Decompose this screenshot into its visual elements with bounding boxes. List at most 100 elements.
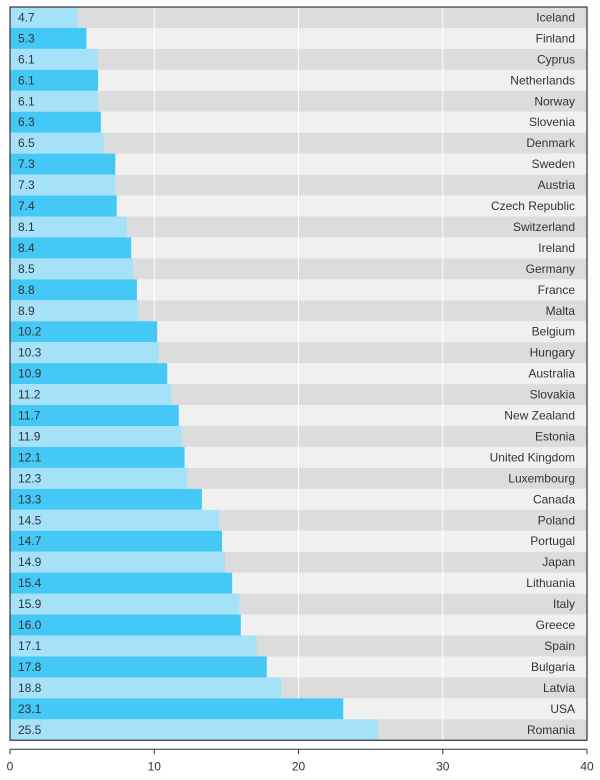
bar-value-label: 8.8 bbox=[18, 283, 35, 297]
bar bbox=[10, 363, 168, 385]
category-label: USA bbox=[550, 702, 575, 716]
bar bbox=[10, 446, 185, 468]
category-label: Sweden bbox=[532, 157, 575, 171]
bar bbox=[10, 321, 158, 343]
category-label: Malta bbox=[546, 304, 576, 318]
category-label: Denmark bbox=[526, 136, 576, 150]
x-tick-label: 10 bbox=[148, 759, 162, 773]
bar bbox=[10, 174, 116, 196]
bar-value-label: 7.3 bbox=[18, 178, 35, 192]
bar-value-label: 18.8 bbox=[18, 681, 42, 695]
category-label: Slovakia bbox=[530, 388, 576, 402]
category-label: Spain bbox=[544, 639, 575, 653]
bar bbox=[10, 69, 98, 91]
category-label: Bulgaria bbox=[531, 660, 575, 674]
bar-value-label: 7.3 bbox=[18, 157, 35, 171]
bar-value-label: 10.3 bbox=[18, 346, 42, 360]
bar bbox=[10, 237, 132, 259]
category-label: Iceland bbox=[536, 10, 575, 24]
category-label: Czech Republic bbox=[491, 199, 575, 213]
category-label: Poland bbox=[538, 513, 575, 527]
bar bbox=[10, 48, 98, 70]
bar bbox=[10, 488, 202, 510]
bar-value-label: 17.8 bbox=[18, 660, 42, 674]
bar-value-label: 11.9 bbox=[18, 429, 41, 443]
category-label: Canada bbox=[533, 492, 575, 506]
labels: 4.7 Iceland 5.3 Finland 6.1 Cyprus 6.1 Netherla… bbox=[18, 10, 576, 736]
bar-value-label: 17.1 bbox=[18, 639, 42, 653]
bar-value-label: 15.9 bbox=[18, 597, 42, 611]
bar-value-label: 6.3 bbox=[18, 115, 35, 129]
bar-value-label: 4.7 bbox=[18, 10, 35, 24]
category-label: Lithuania bbox=[526, 576, 575, 590]
bar-value-label: 14.5 bbox=[18, 513, 42, 527]
bar-value-label: 10.2 bbox=[18, 325, 42, 339]
bar bbox=[10, 572, 233, 594]
bar bbox=[10, 635, 257, 657]
bar-value-label: 8.1 bbox=[18, 220, 35, 234]
bar bbox=[10, 426, 182, 447]
category-label: Romania bbox=[527, 723, 575, 737]
bar bbox=[10, 195, 117, 217]
category-label: Italy bbox=[553, 597, 575, 611]
bar-value-label: 13.3 bbox=[18, 492, 42, 506]
category-label: Portugal bbox=[530, 534, 575, 548]
bar bbox=[10, 509, 220, 531]
category-label: Finland bbox=[536, 31, 575, 45]
category-label: France bbox=[538, 283, 576, 297]
category-label: Slovenia bbox=[529, 115, 575, 129]
bar bbox=[10, 111, 101, 133]
category-label: Luxembourg bbox=[508, 471, 575, 485]
bar bbox=[10, 405, 179, 426]
bar-value-label: 8.9 bbox=[18, 304, 35, 318]
bar bbox=[10, 132, 104, 154]
category-label: Estonia bbox=[535, 429, 575, 443]
x-tick-label: 40 bbox=[580, 759, 594, 773]
bar-value-label: 12.3 bbox=[18, 471, 42, 485]
bar-value-label: 6.1 bbox=[18, 73, 35, 87]
category-label: Switzerland bbox=[513, 220, 575, 234]
bar-value-label: 14.7 bbox=[18, 534, 42, 548]
bar bbox=[10, 530, 223, 552]
bar-value-label: 15.4 bbox=[18, 576, 42, 590]
category-label: Belgium bbox=[532, 325, 575, 339]
bar-value-label: 25.5 bbox=[18, 723, 42, 737]
bar bbox=[10, 153, 116, 175]
x-tick-label: 0 bbox=[7, 759, 14, 773]
category-label: Australia bbox=[528, 367, 575, 381]
bar bbox=[10, 279, 137, 301]
bar-value-label: 7.4 bbox=[18, 199, 35, 213]
category-label: Norway bbox=[534, 94, 575, 108]
bar bbox=[10, 342, 159, 364]
bar-value-label: 23.1 bbox=[18, 702, 42, 716]
category-label: Netherlands bbox=[510, 73, 575, 87]
bar bbox=[10, 551, 225, 573]
bar bbox=[10, 258, 133, 280]
x-tick-label: 20 bbox=[292, 759, 306, 773]
bar bbox=[10, 216, 127, 238]
bar bbox=[10, 656, 267, 678]
bar bbox=[10, 719, 378, 741]
bar bbox=[10, 467, 188, 489]
bar-value-label: 8.5 bbox=[18, 262, 35, 276]
category-label: Cyprus bbox=[537, 52, 575, 66]
bar-value-label: 14.9 bbox=[18, 555, 42, 569]
bar bbox=[10, 90, 98, 112]
bar-value-label: 11.7 bbox=[18, 409, 41, 423]
bar-value-label: 6.1 bbox=[18, 94, 35, 108]
category-label: Latvia bbox=[543, 681, 575, 695]
category-label: Greece bbox=[536, 618, 576, 632]
bar bbox=[10, 677, 282, 699]
category-label: United Kingdom bbox=[490, 450, 575, 464]
x-tick-label: 30 bbox=[436, 759, 450, 773]
bar bbox=[10, 593, 240, 615]
bar bbox=[10, 614, 241, 636]
plot-frame bbox=[9, 6, 588, 741]
bar-value-label: 6.5 bbox=[18, 136, 35, 150]
category-label: Japan bbox=[542, 555, 575, 569]
category-label: Germany bbox=[526, 262, 575, 276]
bar bbox=[10, 27, 87, 49]
bar bbox=[10, 300, 139, 322]
bar bbox=[10, 384, 172, 406]
